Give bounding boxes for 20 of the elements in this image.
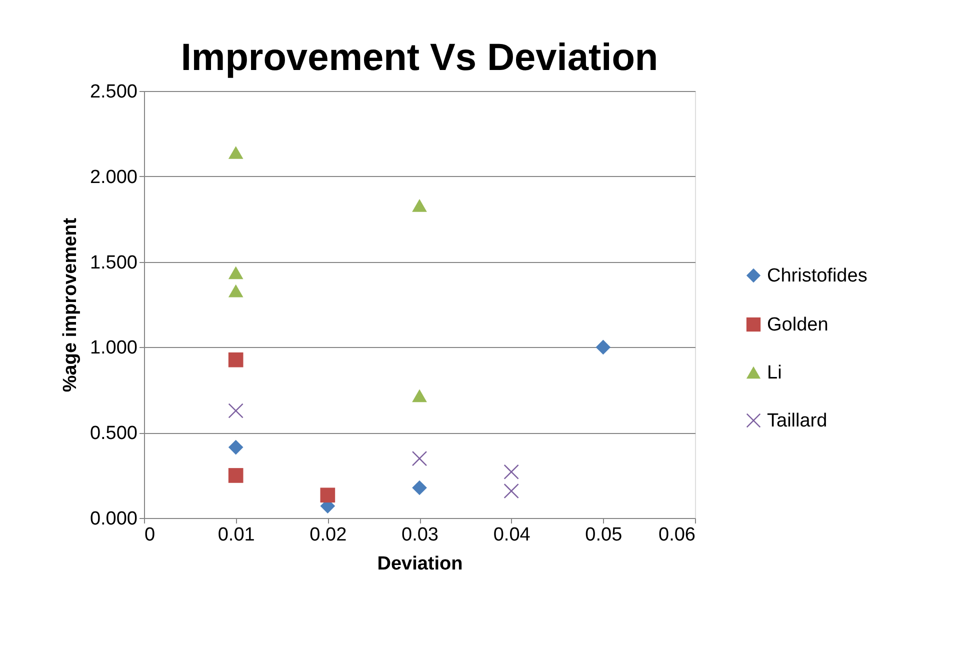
x-tick-label: 0.06 <box>658 524 696 546</box>
legend-label: Taillard <box>767 410 828 432</box>
y-tick-label: 1.000 <box>90 338 138 359</box>
x-tick-label: 0.05 <box>585 524 622 546</box>
legend-label: Christofides <box>767 266 868 286</box>
y-axis-title: %age improvement <box>60 217 81 392</box>
chart-title: Improvement Vs Deviation <box>180 37 658 79</box>
y-tick-label: 0.000 <box>90 508 138 530</box>
y-tick-label: 2.000 <box>90 166 138 188</box>
legend-label: Li <box>767 362 782 384</box>
legend-label: Golden <box>767 314 828 336</box>
y-tick-label: 0.500 <box>90 423 138 444</box>
y-tick-label: 2.500 <box>90 82 138 102</box>
x-tick-label: 0.01 <box>218 524 255 546</box>
x-axis-title: Deviation <box>377 554 463 574</box>
x-tick-label: 0.03 <box>402 524 438 546</box>
x-tick-label: 0.02 <box>310 524 347 546</box>
x-tick-label: 0 <box>144 524 156 546</box>
x-tick-label: 0.04 <box>493 524 531 546</box>
y-tick-label: 1.500 <box>90 252 138 274</box>
